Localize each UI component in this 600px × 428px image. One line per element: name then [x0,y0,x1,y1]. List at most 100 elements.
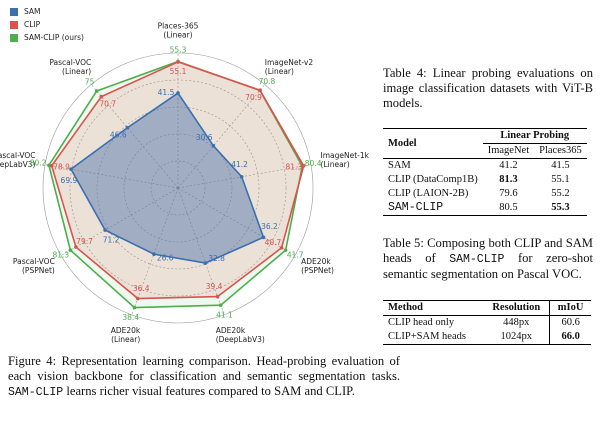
legend-label: SAM [24,7,41,16]
value-label: 69.9 [61,176,78,185]
table5: Method Resolution mIoU CLIP head only 448… [383,300,591,345]
caption-text: for zero-shot semantic segmentation on P… [383,251,593,281]
axis-label: Pascal-VOC [0,151,35,160]
point [49,163,54,168]
table-cell: 66.0 [549,330,591,345]
table-cell: 1024px [500,331,533,342]
point [211,144,216,148]
point [94,89,99,93]
legend-swatch [10,21,18,29]
value-label: 70.9 [245,93,262,102]
point [301,164,306,168]
grid-ring [150,160,206,216]
table-cell: CLIP head only [388,317,455,328]
caption-mono: SAM-CLIP [8,386,64,399]
point [279,246,284,250]
spoke [44,164,179,189]
table-cell: 55.3 [551,202,570,213]
grid-ring [42,52,314,324]
table-cell: 60.6 [549,315,591,330]
header: Resolution [492,302,541,313]
table-cell: SAM-CLIP [388,201,444,214]
point [261,235,266,240]
table-cell: 448px [503,317,530,328]
caption-text: Figure 4: Representation learning compar… [8,354,400,383]
value-label: 32.8 [208,254,225,263]
value-label: 36.4 [133,284,150,293]
point [99,94,104,99]
axis-label: Places-365 [158,22,199,31]
header: ImageNet [487,145,530,156]
caption-text: Table 5: Composing both CLIP and SAM hea… [383,236,593,265]
point [176,60,180,64]
spoke [131,187,179,315]
value-label: 70.7 [99,99,116,108]
value-label: 78.9 [53,162,70,171]
axis-label: (Linear) [265,67,294,76]
table4-caption: Table 4: Linear probing evaluations on i… [383,66,593,110]
point [68,248,73,252]
value-label: 71.2 [103,235,120,244]
value-label: 79.7 [76,237,93,246]
grid-ring [123,133,233,243]
table-cell: 55.2 [551,188,570,199]
header: Method [388,302,423,313]
table5-caption: Table 5: Composing both CLIP and SAM hea… [383,236,593,282]
spoke [177,164,312,189]
legend-label: CLIP [24,20,41,29]
point [215,294,220,299]
point [135,296,140,301]
axis-label: Pascal-VOC [49,58,91,67]
value-label: 41.2 [231,160,248,169]
table-cell: CLIP (LAION-2B) [388,188,469,199]
point [74,245,78,249]
value-label: 26.6 [157,253,174,262]
point [283,248,288,252]
axis-label: ADE20k [111,326,141,335]
axis-label: (Linear) [163,31,192,40]
point [132,305,137,310]
table-cell: 41.2 [499,160,518,171]
value-label: 39.4 [206,282,223,291]
table-cell: 80.5 [499,202,518,213]
axis-label: ADE20k [216,326,246,335]
figure-caption: Figure 4: Representation learning compar… [8,354,400,400]
table4: Model Linear Probing ImageNet Places365 … [383,128,587,216]
value-label: 41.1 [216,311,233,320]
axis-label: (Linear) [321,160,350,169]
value-label: 80.2 [30,158,47,167]
table-cell: 55.1 [551,174,570,185]
point [103,228,107,232]
radar-chart: Places-365(Linear)ImageNet-v2(Linear)Ima… [0,7,370,344]
value-label: 41.7 [287,251,304,260]
series-polygon [69,91,265,264]
point [218,303,223,308]
value-label: 81.3 [285,163,302,172]
value-label: 36.2 [261,222,278,231]
value-label: 38.4 [122,313,139,322]
table-cell: CLIP+SAM heads [388,331,466,342]
header: Places365 [539,145,582,156]
axis-label: ADE20k [301,257,331,266]
value-label: 40.7 [265,238,282,247]
value-label: 55.3 [170,45,187,54]
point [125,125,130,130]
point [47,163,51,168]
axis-label: (Linear) [111,335,140,344]
value-label: 46.6 [110,130,127,139]
point [239,174,244,179]
point [258,88,262,93]
value-label: 41.5 [158,88,175,97]
table-cell: 41.5 [551,160,570,171]
value-label: 55.1 [170,67,187,76]
axis-label: Pascal-VOC [13,257,55,266]
header: Linear Probing [482,128,587,144]
spoke [177,84,266,189]
point [69,167,73,171]
point [176,91,180,95]
caption-mono: SAM-CLIP [449,253,505,266]
table-cell: 79.6 [499,188,518,199]
legend: SAM CLIP SAM-CLIP (ours) [10,7,84,42]
header: mIoU [549,300,591,316]
table-cell: SAM [388,160,411,171]
